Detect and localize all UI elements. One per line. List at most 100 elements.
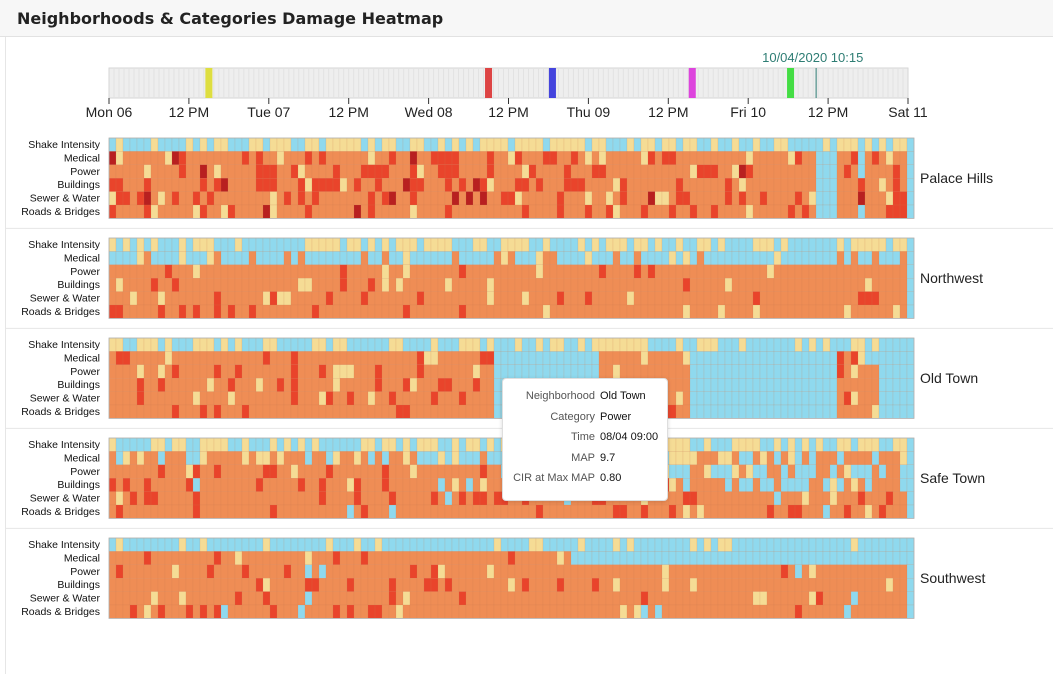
heatmap-cell[interactable] bbox=[605, 304, 614, 319]
heatmap-cell[interactable] bbox=[402, 364, 411, 379]
heatmap-cell[interactable] bbox=[143, 164, 152, 179]
heatmap-cell[interactable] bbox=[234, 204, 243, 219]
heatmap-cell[interactable] bbox=[703, 204, 712, 219]
heatmap-cell[interactable] bbox=[213, 304, 222, 319]
heatmap-cell[interactable] bbox=[612, 251, 621, 266]
heatmap-cell[interactable] bbox=[759, 337, 768, 352]
heatmap-cell[interactable] bbox=[458, 437, 467, 452]
heatmap-cell[interactable] bbox=[773, 451, 782, 466]
heatmap-cell[interactable] bbox=[304, 137, 313, 152]
heatmap-cell[interactable] bbox=[178, 191, 187, 206]
heatmap-cell[interactable] bbox=[836, 551, 845, 566]
heatmap-cell[interactable] bbox=[115, 591, 124, 606]
heatmap-cell[interactable] bbox=[556, 291, 565, 306]
heatmap-cell[interactable] bbox=[444, 537, 453, 552]
heatmap-cell[interactable] bbox=[402, 264, 411, 279]
heatmap-cell[interactable] bbox=[892, 291, 901, 306]
heatmap-cell[interactable] bbox=[556, 164, 565, 179]
heatmap-cell[interactable] bbox=[451, 351, 460, 366]
heatmap-cell[interactable] bbox=[108, 304, 117, 319]
heatmap-cell[interactable] bbox=[794, 164, 803, 179]
heatmap-cell[interactable] bbox=[479, 351, 488, 366]
heatmap-cell[interactable] bbox=[486, 404, 495, 419]
heatmap-cell[interactable] bbox=[808, 578, 817, 592]
heatmap-cell[interactable] bbox=[283, 578, 292, 592]
heatmap-cell[interactable] bbox=[136, 251, 145, 266]
heatmap-cell[interactable] bbox=[479, 237, 488, 252]
heatmap-cell[interactable] bbox=[549, 191, 558, 206]
heatmap-cell[interactable] bbox=[136, 364, 145, 379]
heatmap-cell[interactable] bbox=[661, 537, 670, 552]
heatmap-cell[interactable] bbox=[486, 177, 495, 192]
heatmap-cell[interactable] bbox=[570, 304, 579, 319]
heatmap-cell[interactable] bbox=[745, 177, 754, 192]
heatmap-cell[interactable] bbox=[395, 337, 404, 352]
heatmap-cell[interactable] bbox=[710, 604, 719, 619]
heatmap-cell[interactable] bbox=[339, 478, 348, 492]
heatmap-cell[interactable] bbox=[745, 304, 754, 319]
heatmap-cell[interactable] bbox=[717, 604, 726, 619]
heatmap-cell[interactable] bbox=[556, 177, 565, 192]
heatmap-cell[interactable] bbox=[885, 237, 894, 252]
heatmap-cell[interactable] bbox=[899, 478, 908, 492]
heatmap-cell[interactable] bbox=[871, 351, 880, 366]
heatmap-cell[interactable] bbox=[332, 391, 341, 406]
heatmap-cell[interactable] bbox=[857, 391, 866, 406]
heatmap-cell[interactable] bbox=[374, 264, 383, 279]
heatmap-cell[interactable] bbox=[808, 177, 817, 192]
heatmap-cell[interactable] bbox=[493, 551, 502, 566]
heatmap-cell[interactable] bbox=[416, 137, 425, 152]
heatmap-cell[interactable] bbox=[675, 164, 684, 179]
heatmap-cell[interactable] bbox=[822, 191, 831, 206]
heatmap-cell[interactable] bbox=[899, 391, 908, 406]
heatmap-cell[interactable] bbox=[178, 278, 187, 292]
heatmap-cell[interactable] bbox=[556, 591, 565, 606]
heatmap-cell[interactable] bbox=[213, 251, 222, 266]
heatmap-cell[interactable] bbox=[675, 604, 684, 619]
heatmap-cell[interactable] bbox=[178, 578, 187, 592]
heatmap-cell[interactable] bbox=[843, 351, 852, 366]
heatmap-cell[interactable] bbox=[283, 151, 292, 166]
heatmap-cell[interactable] bbox=[864, 604, 873, 619]
heatmap-cell[interactable] bbox=[878, 237, 887, 252]
heatmap-cell[interactable] bbox=[108, 504, 117, 519]
heatmap-cell[interactable] bbox=[493, 278, 502, 292]
heatmap-cell[interactable] bbox=[199, 504, 208, 519]
heatmap-cell[interactable] bbox=[780, 264, 789, 279]
heatmap-cell[interactable] bbox=[661, 151, 670, 166]
heatmap-cell[interactable] bbox=[787, 278, 796, 292]
heatmap-cell[interactable] bbox=[864, 451, 873, 466]
heatmap-cell[interactable] bbox=[731, 491, 740, 506]
heatmap-cell[interactable] bbox=[759, 191, 768, 206]
heatmap-cell[interactable] bbox=[584, 304, 593, 319]
heatmap-cell[interactable] bbox=[108, 478, 117, 492]
heatmap-cell[interactable] bbox=[717, 404, 726, 419]
heatmap-cell[interactable] bbox=[199, 337, 208, 352]
heatmap-cell[interactable] bbox=[213, 551, 222, 566]
heatmap-cell[interactable] bbox=[416, 278, 425, 292]
heatmap-cell[interactable] bbox=[843, 551, 852, 566]
heatmap-cell[interactable] bbox=[465, 564, 474, 579]
heatmap-cell[interactable] bbox=[192, 591, 201, 606]
heatmap-cell[interactable] bbox=[591, 151, 600, 166]
heatmap-cell[interactable] bbox=[339, 578, 348, 592]
heatmap-cell[interactable] bbox=[710, 291, 719, 306]
heatmap-cell[interactable] bbox=[122, 391, 131, 406]
heatmap-cell[interactable] bbox=[493, 191, 502, 206]
heatmap-cell[interactable] bbox=[528, 204, 537, 219]
heatmap-cell[interactable] bbox=[766, 451, 775, 466]
heatmap-cell[interactable] bbox=[885, 191, 894, 206]
heatmap-cell[interactable] bbox=[290, 191, 299, 206]
heatmap-cell[interactable] bbox=[297, 237, 306, 252]
heatmap-cell[interactable] bbox=[458, 591, 467, 606]
heatmap-cell[interactable] bbox=[122, 351, 131, 366]
heatmap-cell[interactable] bbox=[157, 364, 166, 379]
heatmap-cell[interactable] bbox=[598, 264, 607, 279]
heatmap-cell[interactable] bbox=[122, 304, 131, 319]
heatmap-cell[interactable] bbox=[206, 151, 215, 166]
heatmap-cell[interactable] bbox=[822, 537, 831, 552]
heatmap-cell[interactable] bbox=[745, 591, 754, 606]
heatmap-cell[interactable] bbox=[731, 137, 740, 152]
heatmap-cell[interactable] bbox=[416, 504, 425, 519]
heatmap-cell[interactable] bbox=[157, 151, 166, 166]
